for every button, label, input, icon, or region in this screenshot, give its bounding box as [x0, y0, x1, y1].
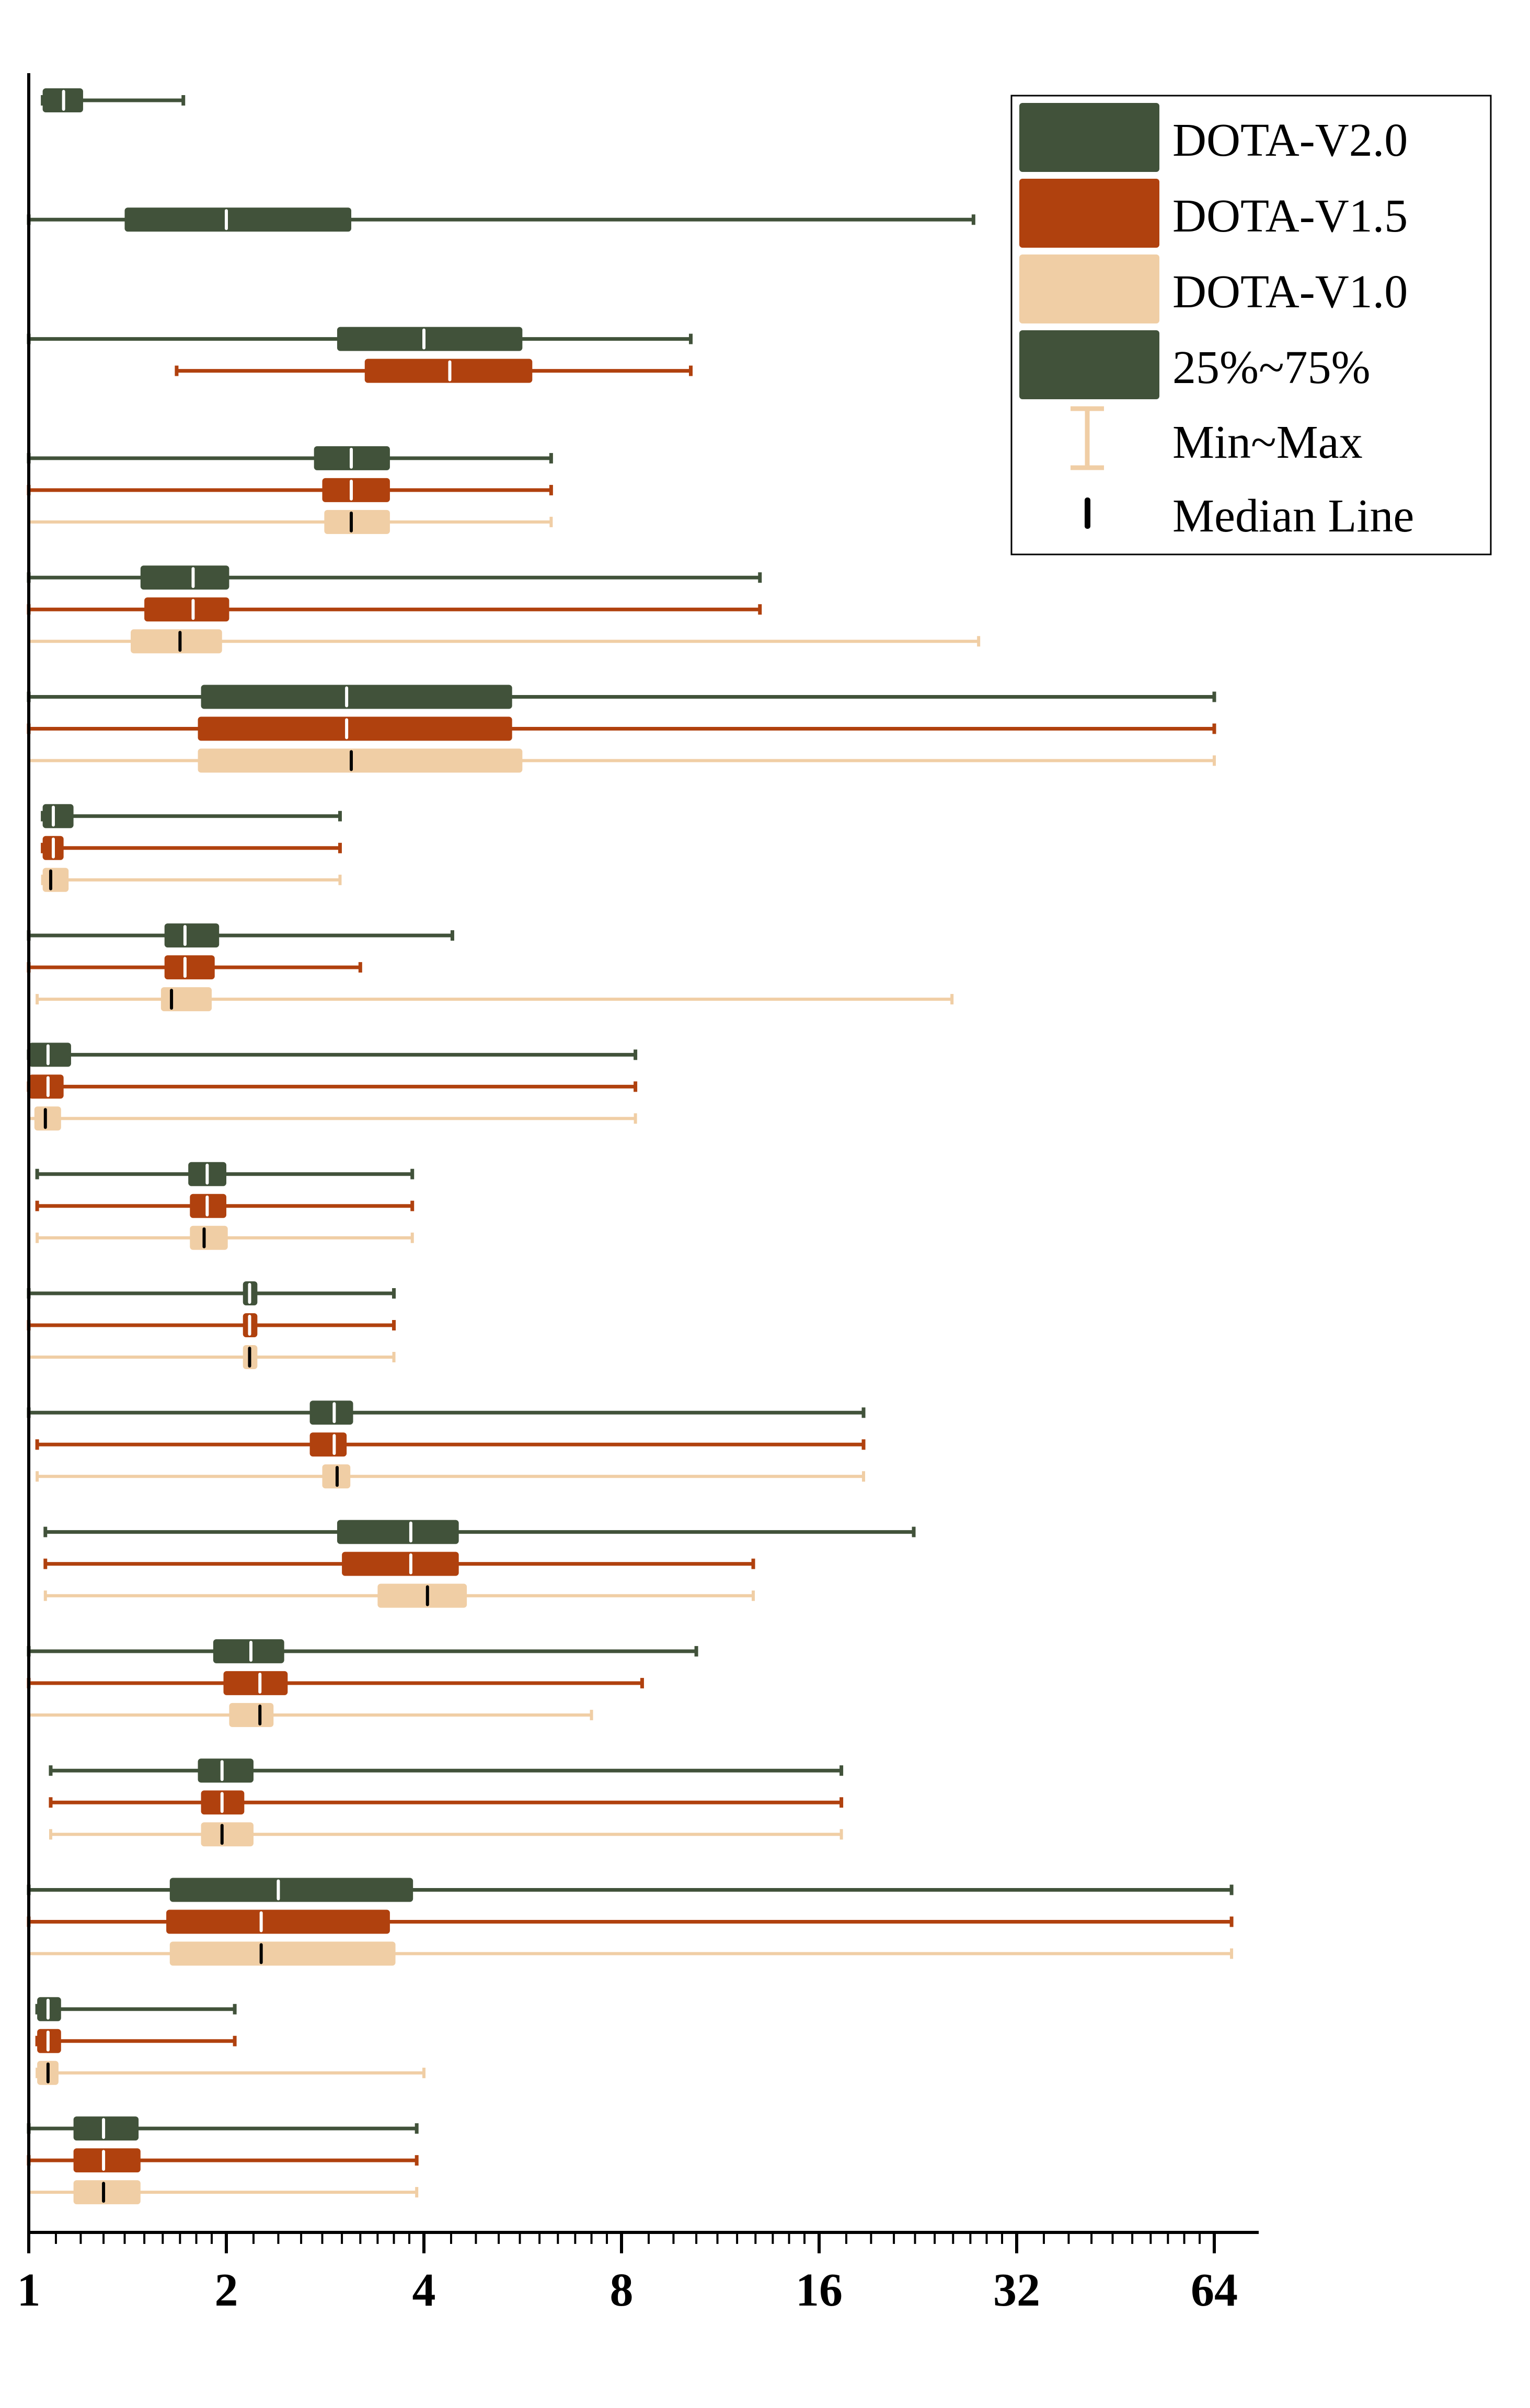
- box-group-6: [27, 685, 1216, 773]
- box-group-12: [27, 1400, 866, 1489]
- legend-label-median: Median Line: [1172, 490, 1414, 542]
- iqr-box-dota-v1-5: [198, 716, 512, 741]
- x-tick-label: 1: [17, 2264, 41, 2316]
- x-axis: [27, 73, 1259, 2234]
- box-group-1: [41, 88, 186, 112]
- box-group-16: [27, 1878, 1234, 1966]
- iqr-box-dota-v2-0: [164, 923, 220, 948]
- plot-area: [27, 88, 1234, 2205]
- box-group-17: [35, 1997, 425, 2085]
- legend-label-whisker: Min~Max: [1172, 416, 1363, 468]
- box-group-18: [27, 2116, 419, 2205]
- x-tick-label: 2: [215, 2264, 238, 2316]
- legend-label-dota-v15: DOTA-V1.5: [1172, 190, 1408, 242]
- iqr-box-dota-v1-0: [42, 867, 69, 892]
- iqr-box-dota-v1-5: [73, 2148, 141, 2173]
- iqr-box-dota-v1-5: [29, 1074, 64, 1099]
- box-group-2: [27, 207, 975, 232]
- legend-label-iqr: 25%~75%: [1172, 342, 1371, 393]
- iqr-box-dota-v1-0: [190, 1225, 228, 1250]
- iqr-box-dota-v1-5: [322, 478, 390, 502]
- legend-swatch-dota-v2: [1019, 103, 1159, 172]
- iqr-box-dota-v1-0: [377, 1583, 467, 1608]
- box-group-10: [35, 1162, 415, 1250]
- legend-median-icon: [1085, 497, 1090, 529]
- iqr-box-dota-v2-0: [201, 685, 512, 709]
- iqr-box-dota-v1-5: [223, 1671, 288, 1695]
- iqr-box-dota-v2-0: [198, 1758, 254, 1783]
- box-group-14: [27, 1639, 698, 1727]
- iqr-box-dota-v1-5: [309, 1432, 347, 1457]
- x-tick-label: 4: [412, 2264, 436, 2316]
- iqr-box-dota-v1-5: [164, 955, 215, 980]
- legend-label-dota-v10: DOTA-V1.0: [1172, 266, 1408, 318]
- box-group-13: [43, 1520, 916, 1608]
- legend-frame: [1010, 95, 1492, 555]
- iqr-box-dota-v2-0: [169, 1878, 413, 1902]
- iqr-box-dota-v1-0: [34, 1106, 61, 1131]
- iqr-box-dota-v1-0: [324, 510, 390, 534]
- iqr-box-dota-v1-0: [160, 987, 212, 1012]
- box-group-11: [27, 1281, 396, 1369]
- iqr-box-dota-v2-0: [337, 327, 523, 351]
- iqr-box-dota-v1-0: [229, 1703, 274, 1727]
- box-group-5: [27, 565, 981, 654]
- iqr-box-dota-v2-0: [29, 1043, 71, 1067]
- iqr-box-dota-v2-0: [73, 2116, 139, 2141]
- iqr-box-dota-v1-0: [198, 748, 523, 773]
- iqr-box-dota-v1-5: [166, 1909, 390, 1934]
- iqr-box-dota-v1-0: [131, 629, 222, 654]
- legend-label-dota-v2: DOTA-V2.0: [1172, 114, 1408, 166]
- x-tick-label: 16: [796, 2264, 843, 2316]
- legend-swatch-dota-v15: [1019, 179, 1159, 248]
- iqr-box-dota-v1-5: [144, 597, 229, 622]
- x-axis-ticks: 1 2 4 8 16 32 64: [17, 2232, 1238, 2316]
- iqr-box-dota-v2-0: [309, 1400, 353, 1425]
- box-group-9: [27, 1043, 638, 1131]
- iqr-box-dota-v1-0: [73, 2180, 141, 2205]
- iqr-box-dota-v2-0: [140, 565, 229, 590]
- x-tick-label: 32: [993, 2264, 1040, 2316]
- box-group-7: [41, 804, 342, 892]
- iqr-box-dota-v2-0: [337, 1520, 459, 1544]
- box-group-15: [49, 1758, 844, 1847]
- iqr-box-dota-v2-0: [42, 804, 74, 828]
- box-group-4: [27, 446, 553, 534]
- legend: DOTA-V2.0 DOTA-V1.5 DOTA-V1.0 25%~75% Mi…: [1010, 95, 1492, 555]
- legend-whisker-icon: [1071, 406, 1104, 470]
- iqr-box-dota-v1-0: [169, 1941, 396, 1966]
- box-group-3: [27, 327, 693, 383]
- iqr-box-dota-v1-5: [342, 1552, 459, 1576]
- box-group-8: [27, 923, 954, 1012]
- iqr-box-dota-v2-0: [124, 207, 351, 232]
- iqr-box-dota-v2-0: [213, 1639, 284, 1663]
- x-tick-label: 8: [610, 2264, 634, 2316]
- legend-swatch-dota-v10: [1019, 254, 1159, 323]
- legend-swatch-iqr: [1019, 330, 1159, 399]
- iqr-box-dota-v1-0: [201, 1822, 254, 1847]
- x-tick-label: 64: [1191, 2264, 1238, 2316]
